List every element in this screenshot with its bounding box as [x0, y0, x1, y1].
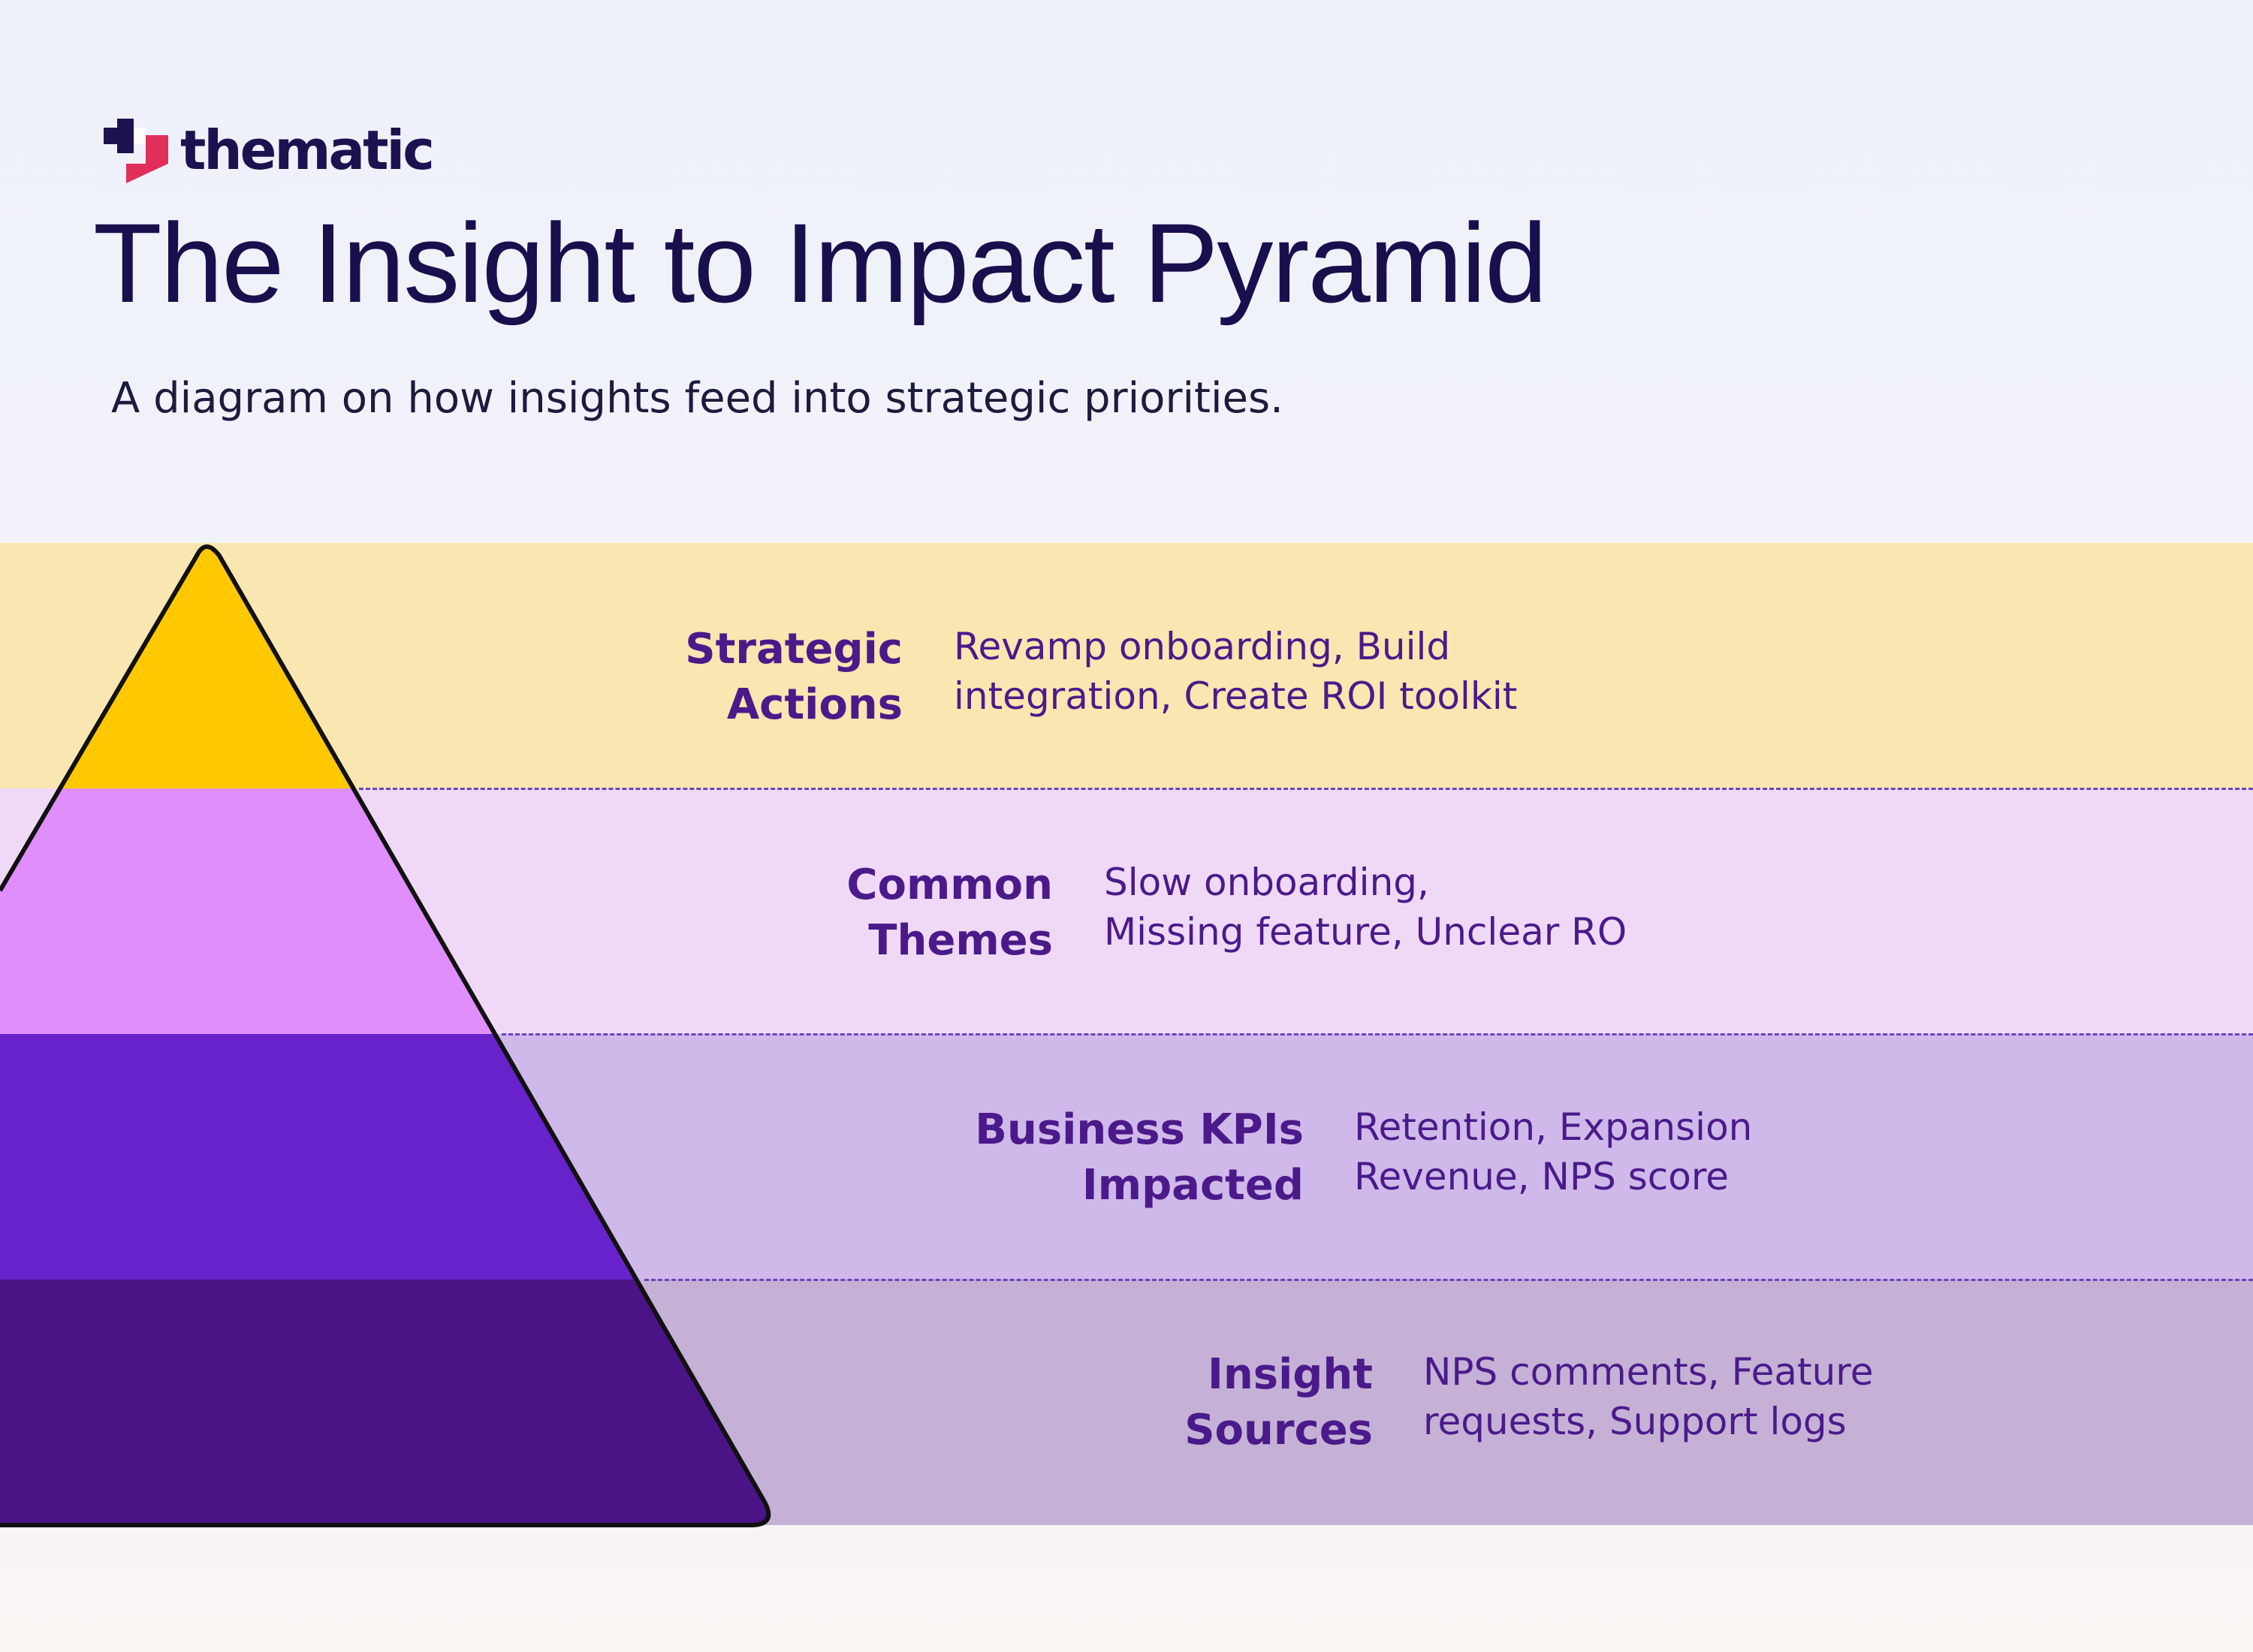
- page-subtitle: A diagram on how insights feed into stra…: [111, 374, 1283, 423]
- brand-name: thematic: [180, 119, 435, 182]
- thematic-logo-icon: [104, 119, 168, 183]
- pyramid-level-3: [0, 1034, 769, 1280]
- divider-2: [502, 1033, 2253, 1036]
- pyramid-outline: [0, 544, 771, 1527]
- level-description-business-kpis: Retention, Expansion Revenue, NPS score: [1354, 1105, 1753, 1198]
- level-description-insight-sources: NPS comments, Feature requests, Support …: [1423, 1350, 1874, 1443]
- level-label-strategic-actions: Strategic Actions: [685, 625, 903, 729]
- level-description-strategic-actions: Revamp onboarding, Build integration, Cr…: [954, 625, 1518, 718]
- divider-1: [359, 788, 2253, 790]
- level-label-common-themes: Common Themes: [846, 861, 1053, 965]
- brand-logo: thematic: [101, 114, 435, 186]
- divider-3: [644, 1279, 2253, 1281]
- level-label-insight-sources: Insight Sources: [1184, 1350, 1373, 1455]
- band-strategic-actions: [0, 543, 2253, 788]
- level-description-common-themes: Slow onboarding, Missing feature, Unclea…: [1104, 861, 1627, 954]
- page-title: The Insight to Impact Pyramid: [93, 200, 1547, 326]
- pyramid-level-4: [0, 1280, 769, 1525]
- level-label-business-kpis: Business KPIs Impacted: [975, 1105, 1304, 1210]
